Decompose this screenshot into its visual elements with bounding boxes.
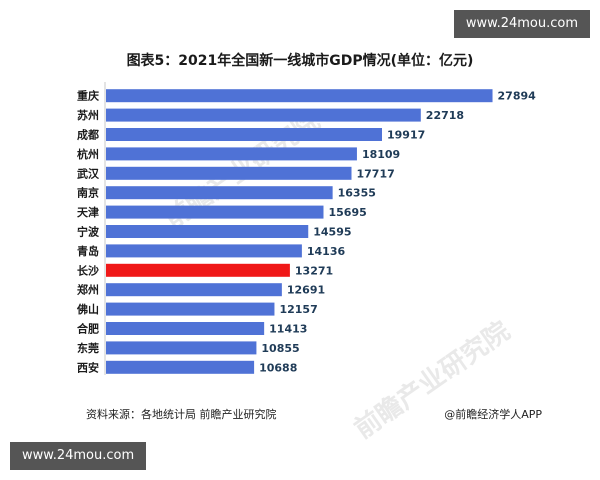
value-label: 18109 (362, 148, 400, 161)
bar (106, 322, 265, 335)
bar (106, 341, 257, 355)
category-label: 天津 (77, 205, 99, 219)
category-label: 武汉 (77, 166, 100, 180)
bar (106, 244, 302, 258)
bar (106, 302, 275, 316)
value-label: 10855 (261, 342, 299, 355)
watermark-top: www.24mou.com (453, 10, 590, 38)
bar (106, 263, 290, 277)
category-label: 青岛 (77, 244, 99, 258)
value-label: 22718 (426, 109, 464, 122)
value-label: 19917 (387, 129, 425, 142)
value-label: 15695 (328, 206, 366, 219)
category-label: 佛山 (76, 302, 99, 316)
category-label: 长沙 (77, 263, 99, 277)
footer-brand: @前瞻经济学人APP (444, 408, 542, 421)
value-label: 27894 (498, 90, 537, 103)
bar (106, 205, 324, 219)
value-label: 14136 (307, 245, 346, 258)
category-label: 东莞 (77, 341, 99, 355)
value-label: 14595 (313, 226, 351, 239)
bar (106, 108, 421, 122)
category-label: 成都 (77, 128, 99, 142)
bar (106, 89, 493, 103)
bar (106, 225, 309, 238)
bar (106, 166, 352, 180)
bar (106, 360, 255, 374)
value-label: 11413 (269, 323, 307, 336)
value-label: 12157 (279, 303, 317, 316)
category-label: 郑州 (77, 283, 99, 297)
chart-title: 图表5：2021年全国新一线城市GDP情况(单位：亿元) (126, 53, 474, 69)
bar (106, 147, 357, 161)
value-label: 16355 (338, 187, 376, 200)
value-label: 17717 (357, 167, 395, 180)
value-label: 10688 (259, 361, 297, 374)
category-label: 西安 (77, 360, 99, 374)
footer-source: 资料来源：各地统计局 前瞻产业研究院 (86, 408, 277, 421)
category-label: 宁波 (77, 225, 100, 239)
bar (106, 186, 333, 200)
value-label: 13271 (295, 264, 333, 277)
value-label: 12691 (287, 284, 325, 297)
bar (106, 128, 382, 141)
category-label: 杭州 (77, 147, 99, 161)
category-label: 合肥 (77, 322, 99, 336)
bar (106, 283, 282, 297)
watermark-bottom: www.24mou.com (10, 442, 147, 470)
category-label: 重庆 (77, 89, 99, 103)
category-label: 南京 (77, 186, 99, 200)
category-label: 苏州 (77, 108, 99, 122)
